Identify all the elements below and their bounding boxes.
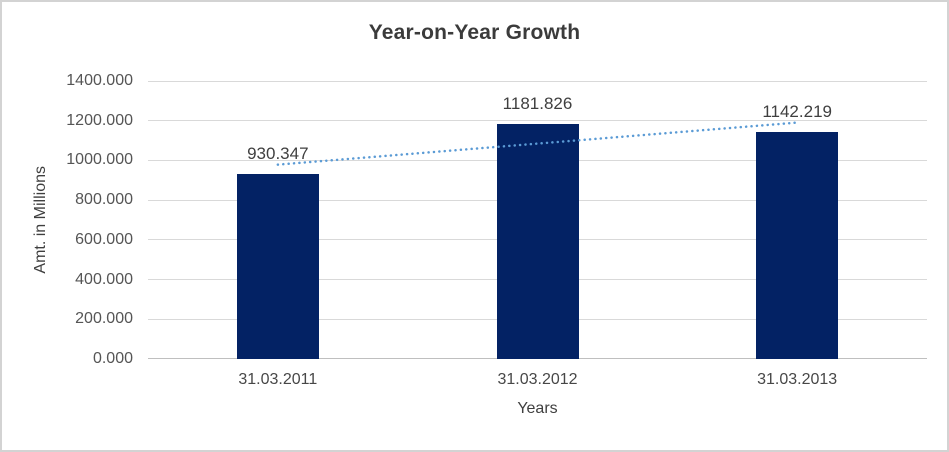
y-tick-label: 200.000 <box>75 310 133 328</box>
chart-title: Year-on-Year Growth <box>368 21 581 44</box>
y-tick-label: 0.000 <box>92 350 133 367</box>
bar <box>756 132 839 359</box>
bar <box>236 174 319 359</box>
x-tick-label: 31.03.2012 <box>497 371 578 388</box>
y-axis-title-label: Amt. in Millions <box>32 166 49 274</box>
trendline-path <box>276 121 799 166</box>
data-label: 930.347 <box>247 144 309 164</box>
y-tick-label: 1200.000 <box>66 111 133 129</box>
gridline <box>148 80 927 82</box>
y-tick-label: 800.000 <box>75 191 133 209</box>
y-tick-label: 1400.000 <box>66 72 133 89</box>
x-tick-label: 31.03.2013 <box>757 371 838 388</box>
gridline <box>148 120 927 122</box>
x-tick-label: 31.03.2011 <box>238 371 318 388</box>
bar <box>496 124 579 359</box>
y-tick-label: 400.000 <box>75 270 133 288</box>
y-tick-label: 600.000 <box>75 230 133 248</box>
data-label: 1142.219 <box>762 102 832 122</box>
y-tick-label: 1000.000 <box>66 151 133 169</box>
plot-area <box>148 80 927 359</box>
x-axis-title: Years <box>517 400 558 417</box>
trendline <box>276 121 799 166</box>
data-label: 1181.826 <box>502 94 573 114</box>
